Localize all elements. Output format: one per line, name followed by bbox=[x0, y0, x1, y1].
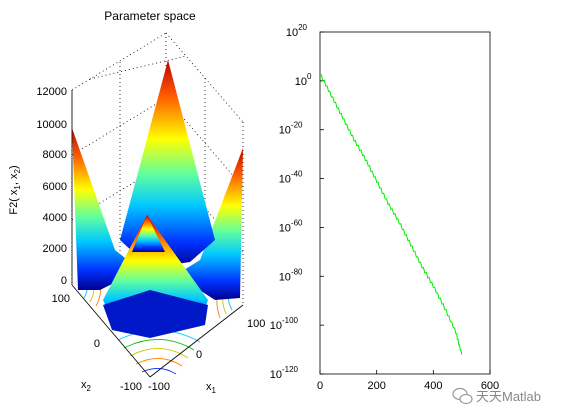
z-tick-label: 6000 bbox=[43, 181, 67, 193]
x-tick-label: 400 bbox=[424, 380, 442, 392]
y-tick-label: 10-120 bbox=[270, 365, 299, 381]
x-tick-label: 0 bbox=[317, 380, 323, 392]
surface-x-axis: -100 0 100 x1 bbox=[148, 318, 265, 395]
convergence-axes-box bbox=[319, 31, 491, 375]
surface-mesh bbox=[72, 60, 243, 338]
surface-base-axes bbox=[71, 284, 244, 378]
x-axis-label: x1 bbox=[206, 381, 217, 395]
x-tick-label: 600 bbox=[481, 380, 499, 392]
z-tick-label: 4000 bbox=[43, 212, 67, 224]
y-tick-label: 10-80 bbox=[279, 267, 303, 283]
surface-plot: Parameter space bbox=[8, 9, 265, 395]
watermark: 天天Matlab bbox=[452, 387, 541, 405]
x-tick-label: 0 bbox=[196, 349, 202, 361]
convergence-plot: 102010010-2010-4010-6010-8010-10010-120 … bbox=[270, 23, 499, 392]
y-tick-label: 1020 bbox=[286, 23, 308, 39]
z-tick-label: 10000 bbox=[36, 119, 67, 131]
convergence-x-axis: 0 200 400 600 bbox=[317, 370, 499, 392]
y-axis-label: x2 bbox=[81, 379, 92, 393]
z-axis-label: F2( x1, x2) bbox=[8, 165, 22, 214]
y-tick-label: 100 bbox=[295, 72, 312, 88]
z-tick-label: 12000 bbox=[36, 86, 67, 98]
y-tick-label: 0 bbox=[94, 338, 100, 350]
y-tick-label: 10-20 bbox=[279, 121, 303, 137]
x-tick-label: 200 bbox=[367, 380, 385, 392]
z-tick-label: 2000 bbox=[43, 243, 67, 255]
wechat-logo-icon bbox=[452, 387, 473, 405]
z-tick-label: 0 bbox=[61, 275, 67, 287]
surface-y-axis: 100 0 -100 x2 bbox=[52, 293, 142, 393]
convergence-line bbox=[319, 74, 463, 355]
watermark-text: 天天Matlab bbox=[476, 389, 541, 404]
y-tick-label: -100 bbox=[120, 381, 142, 393]
y-tick-label: 10-60 bbox=[279, 218, 303, 234]
surface-front-tip bbox=[132, 215, 165, 252]
surface-base bbox=[103, 290, 208, 338]
x-tick-label: 100 bbox=[247, 318, 265, 330]
convergence-y-axis: 1020 100 10-20 10-40 10-60 10-80 10-100 10-120 bbox=[270, 23, 324, 381]
surface-back-left-lobe bbox=[72, 128, 140, 290]
y-tick-label: 10-40 bbox=[279, 170, 303, 186]
surface-back-right-lobe bbox=[176, 148, 243, 300]
surface-back-peak bbox=[120, 60, 215, 268]
z-tick-label: 8000 bbox=[43, 149, 67, 161]
y-tick-label: 100 bbox=[52, 293, 70, 305]
surface-title: Parameter space bbox=[104, 9, 196, 23]
surface-z-axis: 12000 10000 8000 6000 4000 2000 0 F2( x1… bbox=[8, 86, 73, 287]
x-tick-label: -100 bbox=[148, 381, 170, 393]
y-tick-label: 10-100 bbox=[270, 316, 299, 332]
